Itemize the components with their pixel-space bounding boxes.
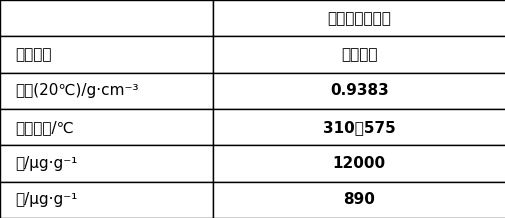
Bar bbox=[0, 0, 212, 36]
Text: 密度(20℃)/g·cm⁻³: 密度(20℃)/g·cm⁻³ bbox=[15, 83, 138, 98]
Text: 原料来源: 原料来源 bbox=[15, 47, 52, 62]
Text: 馈程范围/℃: 馈程范围/℃ bbox=[15, 120, 74, 135]
Bar bbox=[212, 36, 505, 73]
Bar bbox=[0, 109, 212, 145]
Text: 硫/μg·g⁻¹: 硫/μg·g⁻¹ bbox=[15, 156, 77, 171]
Bar bbox=[0, 73, 212, 109]
Bar bbox=[212, 73, 505, 109]
Bar bbox=[0, 145, 212, 182]
Bar bbox=[212, 182, 505, 218]
Text: 实施例与比较例: 实施例与比较例 bbox=[327, 11, 390, 26]
Bar bbox=[0, 36, 212, 73]
Bar bbox=[212, 0, 505, 36]
Text: 减压蜡油: 减压蜡油 bbox=[340, 47, 377, 62]
Bar bbox=[212, 109, 505, 145]
Text: 12000: 12000 bbox=[332, 156, 385, 171]
Text: 0.9383: 0.9383 bbox=[329, 83, 388, 98]
Text: 氮/μg·g⁻¹: 氮/μg·g⁻¹ bbox=[15, 192, 77, 207]
Text: 890: 890 bbox=[343, 192, 374, 207]
Bar bbox=[0, 182, 212, 218]
Bar bbox=[212, 145, 505, 182]
Text: 310～575: 310～575 bbox=[322, 120, 395, 135]
